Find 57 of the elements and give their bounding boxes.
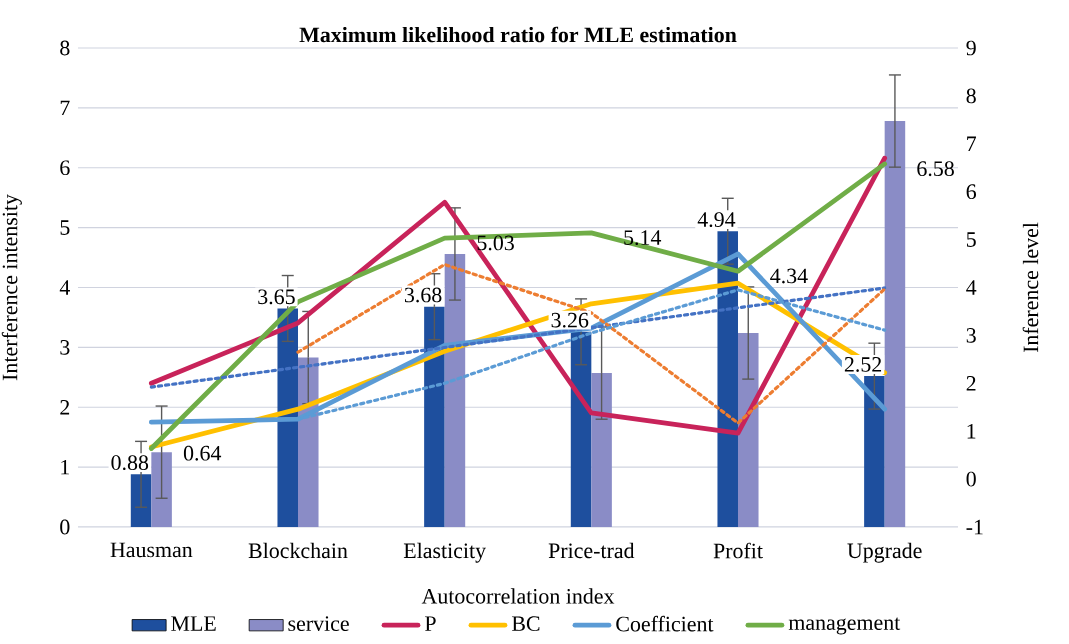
bar xyxy=(884,121,906,527)
legend-label: management xyxy=(788,617,901,635)
bar xyxy=(277,308,298,527)
data-label: 0.64 xyxy=(183,445,222,461)
x-tick-label: Elasticity xyxy=(403,542,486,563)
x-tick-label: Price-trad xyxy=(548,542,635,559)
data-label: 3.26 xyxy=(551,312,589,328)
x-tick-label: Hausman xyxy=(110,542,193,558)
x-tick-label: Profit xyxy=(713,542,763,559)
bar xyxy=(737,333,759,527)
y2-tick-label: 4 xyxy=(966,280,977,295)
y2-tick-label: 0 xyxy=(966,471,976,487)
y-tick-label: 6 xyxy=(60,160,70,176)
y2-tick-label: 2 xyxy=(966,376,976,391)
y-tick-label: 7 xyxy=(60,100,70,116)
chart-title: Maximum likelihood ratio for MLE estimation xyxy=(299,26,737,43)
y-tick-label: 4 xyxy=(59,280,70,295)
x-tick-label: Blockchain xyxy=(248,542,348,559)
legend-label: BC xyxy=(511,616,540,632)
legend-label: MLE xyxy=(171,616,216,631)
bar xyxy=(591,373,612,527)
bar xyxy=(864,376,885,527)
y-tick-label: 2 xyxy=(60,400,70,415)
y2-tick-label: 9 xyxy=(966,40,976,56)
bar xyxy=(424,306,445,527)
y-tick-label: 3 xyxy=(60,340,70,355)
bar xyxy=(570,331,592,527)
y2-axis-title: Inference level xyxy=(1022,222,1039,353)
data-label: 6.58 xyxy=(917,161,954,177)
y2-tick-label: 3 xyxy=(966,328,976,343)
data-label: 3.65 xyxy=(258,289,295,305)
data-label: 0.88 xyxy=(111,455,149,471)
line-series xyxy=(296,262,887,425)
y2-tick-label: 1 xyxy=(967,423,976,439)
bar xyxy=(444,253,466,527)
legend-label: service xyxy=(288,616,349,632)
y-tick-label: 1 xyxy=(61,459,69,475)
y-tick-label: 5 xyxy=(60,220,70,235)
data-label: 3.68 xyxy=(404,287,442,303)
data-label: 4.34 xyxy=(770,268,808,284)
y-axis-title: Interference intensity xyxy=(1,194,22,381)
y-tick-label: 8 xyxy=(60,40,70,56)
y2-tick-label: 8 xyxy=(966,88,976,104)
data-label: 5.14 xyxy=(624,230,662,246)
data-label: 2.52 xyxy=(844,357,882,372)
y2-tick-label: 6 xyxy=(966,184,977,200)
y-tick-label: 0 xyxy=(60,519,70,535)
legend-label: Coefficient xyxy=(616,615,714,632)
data-label: 4.94 xyxy=(697,212,736,228)
y2-tick-label: 5 xyxy=(966,232,976,247)
x-tick-label: Upgrade xyxy=(847,542,922,563)
legend-label: P xyxy=(425,616,436,631)
y2-tick-label: -1 xyxy=(966,519,983,535)
bar xyxy=(298,357,319,527)
y2-tick-label: 7 xyxy=(967,136,977,151)
data-label: 5.03 xyxy=(477,235,514,251)
x-axis-title: Autocorrelation index xyxy=(421,588,615,604)
